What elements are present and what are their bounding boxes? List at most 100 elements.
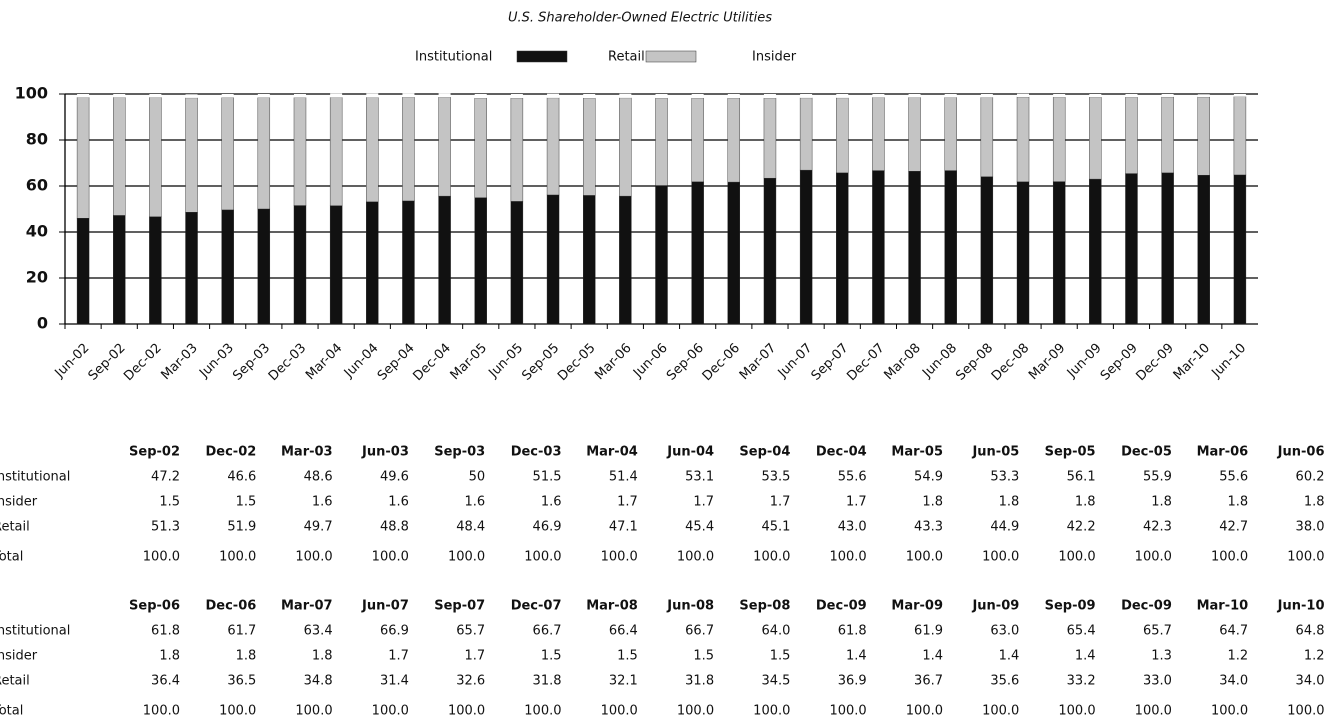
row-label: Retail <box>0 674 30 689</box>
table-cell: 36.5 <box>227 674 256 689</box>
table-cell: 36.9 <box>838 674 867 689</box>
table-cell: 100.0 <box>524 550 561 565</box>
table-cell: 38.0 <box>1296 520 1325 535</box>
table-cell: 34.0 <box>1219 674 1248 689</box>
bar-segment <box>547 93 560 98</box>
y-tick-label: 40 <box>26 222 48 241</box>
table-cell: 1.6 <box>388 495 409 510</box>
bar-segment <box>329 205 343 325</box>
table-cell: 49.6 <box>380 470 409 485</box>
row-label: Insider <box>0 495 38 510</box>
table-cell: 100.0 <box>601 704 638 719</box>
table-cell: 1.8 <box>1304 495 1325 510</box>
x-tick-label: Dec-09 <box>1134 341 1177 384</box>
table-cell: 64.8 <box>1296 624 1325 639</box>
y-tick-label: 60 <box>26 176 48 195</box>
bar-segment <box>1161 94 1174 97</box>
x-tick-label: Dec-06 <box>700 341 743 384</box>
x-tick-label: Jun-06 <box>630 341 671 382</box>
table-header: Dec-07 <box>511 599 562 614</box>
x-tick-label: Sep-08 <box>953 341 996 384</box>
row-label: Total <box>0 550 23 565</box>
table-cell: 66.7 <box>533 624 562 639</box>
table-cell: 54.9 <box>914 470 943 485</box>
table-cell: 1.7 <box>693 495 714 510</box>
bar-segment <box>546 97 560 196</box>
table-cell: 34.8 <box>304 674 333 689</box>
table-header: Sep-05 <box>1045 445 1096 460</box>
bar-segment <box>546 194 560 325</box>
table-cell: 1.5 <box>159 495 180 510</box>
table-cell: 100.0 <box>906 550 943 565</box>
table-cell: 1.4 <box>922 649 943 664</box>
bar-segment <box>1161 172 1174 325</box>
bar-segment <box>113 97 126 216</box>
table-header: Mar-09 <box>891 599 943 614</box>
bar-segment <box>980 97 994 177</box>
table-cell: 100.0 <box>1058 704 1095 719</box>
bar-segment <box>691 97 704 183</box>
table-cell: 66.7 <box>685 624 714 639</box>
table-cell: 34.0 <box>1296 674 1325 689</box>
bar-segment <box>149 216 162 325</box>
table-cell: 43.3 <box>914 520 943 535</box>
table-cell: 35.6 <box>990 674 1019 689</box>
table-cell: 100.0 <box>1211 550 1248 565</box>
x-tick-label: Mar-04 <box>303 341 345 383</box>
x-tick-label: Sep-02 <box>86 341 129 384</box>
table-cell: 48.8 <box>380 520 409 535</box>
table-cell: 100.0 <box>1287 704 1324 719</box>
table-cell: 31.4 <box>380 674 409 689</box>
table-cell: 1.8 <box>312 649 333 664</box>
table-cell: 31.8 <box>533 674 562 689</box>
bar-segment <box>257 208 271 325</box>
table-header: Mar-08 <box>586 599 638 614</box>
table-cell: 1.7 <box>770 495 791 510</box>
table-cell: 33.0 <box>1143 674 1172 689</box>
table-cell: 48.6 <box>304 470 333 485</box>
table-header: Sep-04 <box>739 445 790 460</box>
bar-segment <box>800 94 813 98</box>
y-tick-label: 20 <box>26 268 48 287</box>
bar-segment <box>366 93 379 98</box>
bar-segment <box>619 93 632 98</box>
bar-segment <box>763 177 777 325</box>
table-cell: 1.5 <box>770 649 791 664</box>
table-cell: 1.8 <box>999 495 1020 510</box>
bar-segment <box>1197 96 1210 176</box>
bar-segment <box>402 93 415 98</box>
bar-segment <box>474 97 487 198</box>
table-header: Jun-06 <box>1277 445 1325 460</box>
table-cell: 100.0 <box>982 550 1019 565</box>
bar-segment <box>727 97 741 183</box>
x-tick-label: Jun-02 <box>52 341 93 382</box>
table-cell: 61.9 <box>914 624 943 639</box>
bar-segment <box>763 97 777 179</box>
bar-segment <box>1125 173 1138 325</box>
table-cell: 1.8 <box>159 649 180 664</box>
bar-segment <box>474 197 487 325</box>
table-cell: 61.8 <box>838 624 867 639</box>
table-header: Jun-08 <box>666 599 714 614</box>
table-cell: 66.9 <box>380 624 409 639</box>
table-cell: 1.4 <box>999 649 1020 664</box>
bar-segment <box>185 97 198 213</box>
bar-segment <box>329 97 343 206</box>
x-tick-label: Mar-08 <box>881 341 923 383</box>
x-tick-label: Dec-02 <box>121 341 164 384</box>
table-cell: 53.5 <box>761 470 790 485</box>
x-tick-label: Jun-09 <box>1064 341 1105 382</box>
x-tick-label: Jun-07 <box>775 341 816 382</box>
bar-segment <box>221 94 234 98</box>
bar-segment <box>583 94 596 99</box>
table-header: Sep-02 <box>129 445 180 460</box>
table-cell: 100.0 <box>524 704 561 719</box>
bar-segment <box>1089 97 1102 180</box>
table-header: Mar-07 <box>281 599 333 614</box>
x-tick-label: Mar-09 <box>1026 341 1068 383</box>
x-tick-label: Dec-03 <box>266 341 309 384</box>
bar-segment <box>944 97 957 171</box>
table-cell: 55.6 <box>838 470 867 485</box>
bar-segment <box>1016 181 1030 325</box>
bar-segment <box>1089 94 1102 98</box>
